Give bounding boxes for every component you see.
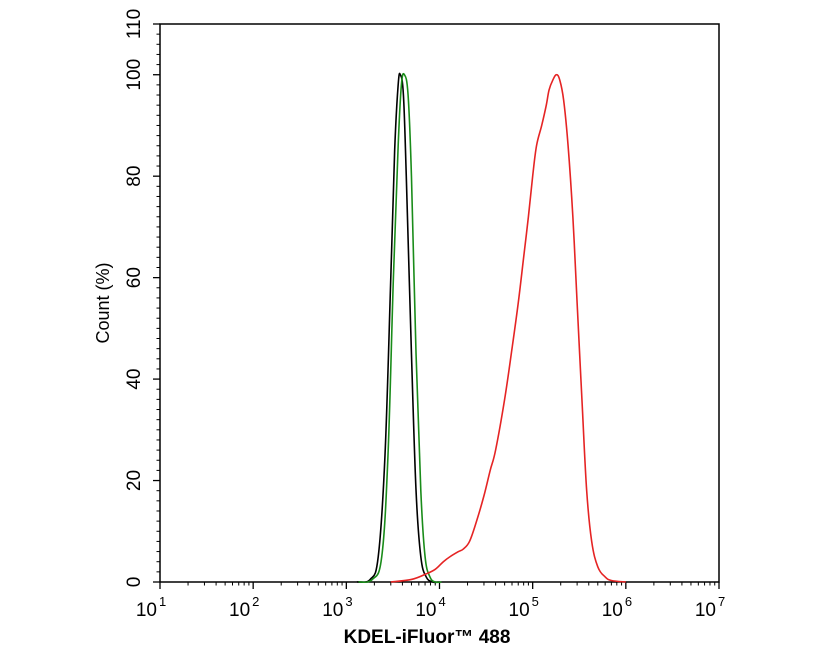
y-axis-title: Count (%) bbox=[93, 262, 113, 343]
x-tick-label: 10 bbox=[229, 600, 250, 621]
y-tick-label: 20 bbox=[124, 470, 145, 491]
x-tick-exponent: 3 bbox=[345, 594, 352, 609]
y-tick-label: 0 bbox=[124, 577, 145, 588]
x-tick-label: 10 bbox=[509, 600, 530, 621]
y-tick-label: 60 bbox=[124, 267, 145, 288]
y-tick-label: 40 bbox=[124, 369, 145, 390]
y-axis-ticks: 0 20 40 60 80 100 110 bbox=[124, 9, 160, 587]
x-tick-exponent: 5 bbox=[532, 594, 539, 609]
x-tick-label: 10 bbox=[602, 600, 623, 621]
x-tick-exponent: 1 bbox=[159, 594, 166, 609]
x-tick-label: 10 bbox=[695, 600, 716, 621]
x-axis-title: KDEL-iFluor™ 488 bbox=[344, 627, 511, 648]
x-tick-label: 10 bbox=[415, 600, 436, 621]
x-tick-exponent: 6 bbox=[625, 594, 632, 609]
series-line-3 bbox=[390, 73, 626, 583]
x-tick-exponent: 7 bbox=[718, 594, 725, 609]
series-layer bbox=[356, 72, 626, 584]
series-line-2 bbox=[358, 72, 442, 584]
y-tick-label: 110 bbox=[124, 9, 145, 39]
x-tick-label: 10 bbox=[322, 600, 343, 621]
x-tick-exponent: 4 bbox=[439, 594, 446, 609]
plot-frame bbox=[159, 23, 720, 583]
y-tick-label: 80 bbox=[124, 166, 145, 187]
x-tick-exponent: 2 bbox=[252, 594, 259, 609]
x-tick-label: 10 bbox=[136, 600, 157, 621]
y-tick-label: 100 bbox=[124, 59, 145, 91]
x-axis-ticks: 10 1 10 2 10 3 10 4 10 5 10 6 10 7 bbox=[136, 582, 725, 621]
